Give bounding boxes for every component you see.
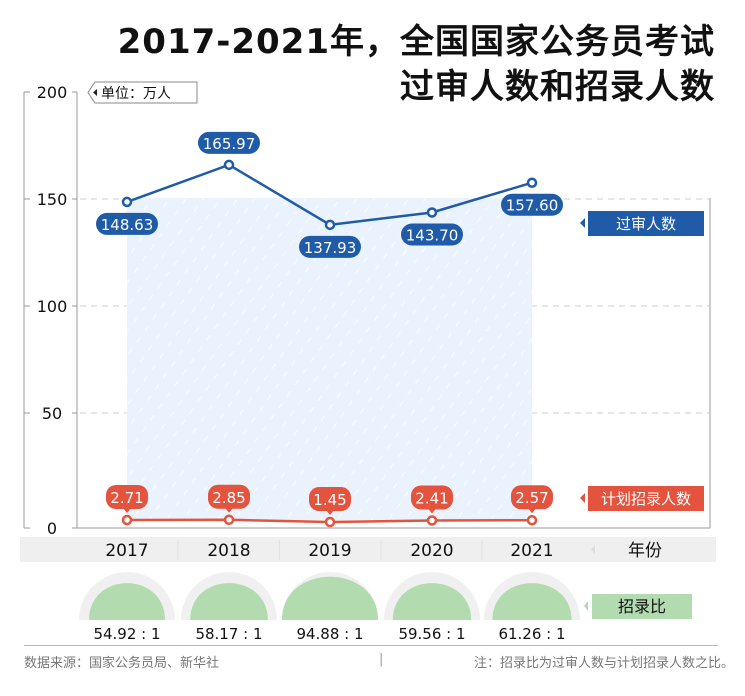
svg-text:2018: 2018 [207, 541, 250, 561]
legend-ratio: 招录比 [584, 594, 692, 619]
svg-text:100: 100 [37, 297, 68, 316]
y-axis [23, 92, 711, 529]
svg-text:2.71: 2.71 [110, 489, 143, 507]
svg-text:61.26 : 1: 61.26 : 1 [498, 625, 565, 643]
legend-planned: 计划招录人数 [580, 486, 704, 511]
svg-text:58.17 : 1: 58.17 : 1 [195, 625, 262, 643]
unit-label: 单位：万人 [87, 81, 198, 104]
svg-text:137.93: 137.93 [304, 239, 357, 257]
svg-text:165.97: 165.97 [203, 135, 256, 153]
svg-text:150: 150 [37, 190, 68, 209]
svg-text:单位：万人: 单位：万人 [101, 86, 171, 102]
svg-text:157.60: 157.60 [506, 197, 559, 215]
title-line-2: 过审人数和招录人数 [400, 67, 715, 107]
footer-note: 注：招录比为过审人数与计划招录人数之比。 [473, 656, 734, 671]
svg-text:2017: 2017 [105, 541, 148, 561]
svg-text:94.88 : 1: 94.88 : 1 [296, 625, 363, 643]
svg-text:2019: 2019 [308, 541, 351, 561]
svg-text:计划招录人数: 计划招录人数 [601, 490, 691, 508]
svg-text:过审人数: 过审人数 [616, 215, 676, 233]
chart: 0 50 100 150 200 148.63 165.97 137.93 143.70 157… [20, 81, 716, 643]
legend-passed: 过审人数 [580, 211, 704, 236]
chart-title: 2017-2021年，全国国家公务员考试 过审人数和招录人数 [118, 20, 715, 110]
svg-text:1.45: 1.45 [313, 491, 346, 509]
title-line-1: 2017-2021年，全国国家公务员考试 [117, 22, 715, 62]
svg-text:2020: 2020 [410, 541, 453, 561]
svg-text:143.70: 143.70 [406, 226, 459, 244]
svg-text:2.41: 2.41 [415, 489, 448, 507]
x-axis-title: 年份 [591, 541, 662, 561]
svg-text:200: 200 [37, 83, 68, 102]
series-passed: 148.63 165.97 137.93 143.70 157.60 [96, 131, 563, 258]
svg-text:50: 50 [42, 404, 62, 423]
svg-text:年份: 年份 [628, 541, 662, 561]
svg-text:54.92 : 1: 54.92 : 1 [93, 625, 160, 643]
footer-divider [24, 645, 718, 646]
svg-text:2.85: 2.85 [212, 489, 245, 507]
svg-text:148.63: 148.63 [101, 216, 154, 234]
svg-text:招录比: 招录比 [618, 597, 666, 616]
svg-text:2.57: 2.57 [515, 489, 548, 507]
svg-text:59.56 : 1: 59.56 : 1 [398, 625, 465, 643]
ratio-domes: 54.92 : 1 58.17 : 1 94.88 : 1 59.56 : 1 61.2… [79, 572, 580, 643]
data-source: 数据来源：国家公务员局、新华社 [24, 656, 220, 671]
series-planned: 2.71 2.85 1.45 2.41 2.57 [106, 484, 553, 528]
year-band [20, 537, 716, 562]
svg-text:0: 0 [47, 519, 57, 538]
footer-separator: | [379, 652, 384, 667]
svg-text:2021: 2021 [510, 541, 553, 561]
x-axis-labels: 2017 2018 2019 2020 2021 [105, 540, 554, 561]
